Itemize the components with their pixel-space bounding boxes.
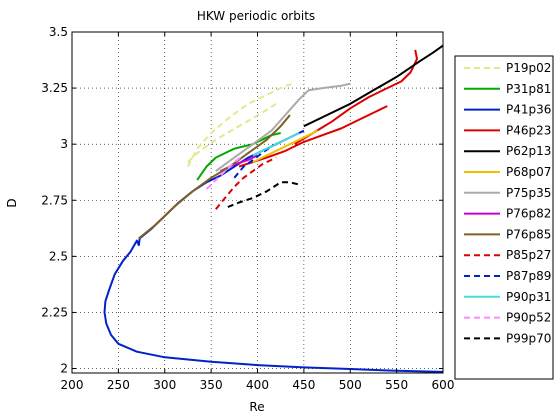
- series-line-p41p36: [103, 129, 443, 373]
- y-axis-ticks: 2 2.25 2.5 2.75 3 3.25 3.5: [41, 25, 443, 376]
- legend-label-p85p27: P85p27: [506, 248, 551, 262]
- x-tick-label: 500: [339, 378, 362, 392]
- series-line-p99p70: [227, 181, 300, 208]
- series-layer: [103, 44, 443, 373]
- series-line-p31p81: [196, 132, 281, 181]
- y-tick-label: 2.25: [41, 305, 68, 319]
- x-tick-label: 450: [292, 378, 315, 392]
- series-line-p76p85: [138, 114, 291, 240]
- legend-label-p76p85: P76p85: [506, 227, 551, 241]
- series-line-p19p02: [187, 82, 295, 168]
- series-line-p90p52: [205, 154, 245, 190]
- x-tick-label: 550: [385, 378, 408, 392]
- y-tick-label: 2: [60, 362, 68, 376]
- legend-label-p19p02: P19p02: [506, 61, 551, 75]
- legend-label-p31p81: P31p81: [506, 82, 551, 96]
- series-line-p62p13: [303, 44, 443, 128]
- legend-label-p68p07: P68p07: [506, 165, 551, 179]
- legend-label-p62p13: P62p13: [506, 144, 551, 158]
- legend-label-p46p23: P46p23: [506, 123, 551, 137]
- legend-label-p75p35: P75p35: [506, 186, 551, 200]
- x-tick-label: 400: [246, 378, 269, 392]
- y-tick-label: 3.5: [49, 25, 68, 39]
- y-tick-label: 3: [60, 137, 68, 151]
- series-line-p19p02: [187, 102, 277, 163]
- x-tick-label: 250: [107, 378, 130, 392]
- legend-label-p99p70: P99p70: [506, 331, 551, 345]
- legend-label-p41p36: P41p36: [506, 103, 551, 117]
- x-axis-ticks: 200 250 300 350 400 450 500 550 600: [61, 32, 455, 392]
- plot-area: 200 250 300 350 400 450 500 550 600 2 2.25 2.5 2.75…: [41, 25, 454, 392]
- legend-label-p90p52: P90p52: [506, 311, 551, 325]
- legend-label-p76p82: P76p82: [506, 207, 551, 221]
- series-line-p68p07: [252, 129, 319, 164]
- chart-title: HKW periodic orbits: [197, 9, 315, 23]
- x-axis-label: Re: [249, 400, 264, 414]
- legend-label-p87p89: P87p89: [506, 269, 551, 283]
- series-line-p85p27: [215, 156, 277, 210]
- x-tick-label: 200: [61, 378, 84, 392]
- series-line-p75p35: [215, 82, 351, 172]
- legend-label-p90p31: P90p31: [506, 290, 551, 304]
- y-tick-label: 2.5: [49, 249, 68, 263]
- x-tick-label: 300: [153, 378, 176, 392]
- x-grid: [118, 32, 397, 373]
- y-tick-label: 3.25: [41, 81, 68, 95]
- x-tick-label: 600: [432, 378, 455, 392]
- y-axis-label: D: [5, 198, 19, 207]
- series-line-p90p31: [252, 132, 300, 157]
- y-tick-label: 2.75: [41, 193, 68, 207]
- legend: P19p02 P31p81 P41p36 P46p23 P62p13 P68p07 P75p…: [454, 55, 554, 380]
- x-tick-label: 350: [200, 378, 223, 392]
